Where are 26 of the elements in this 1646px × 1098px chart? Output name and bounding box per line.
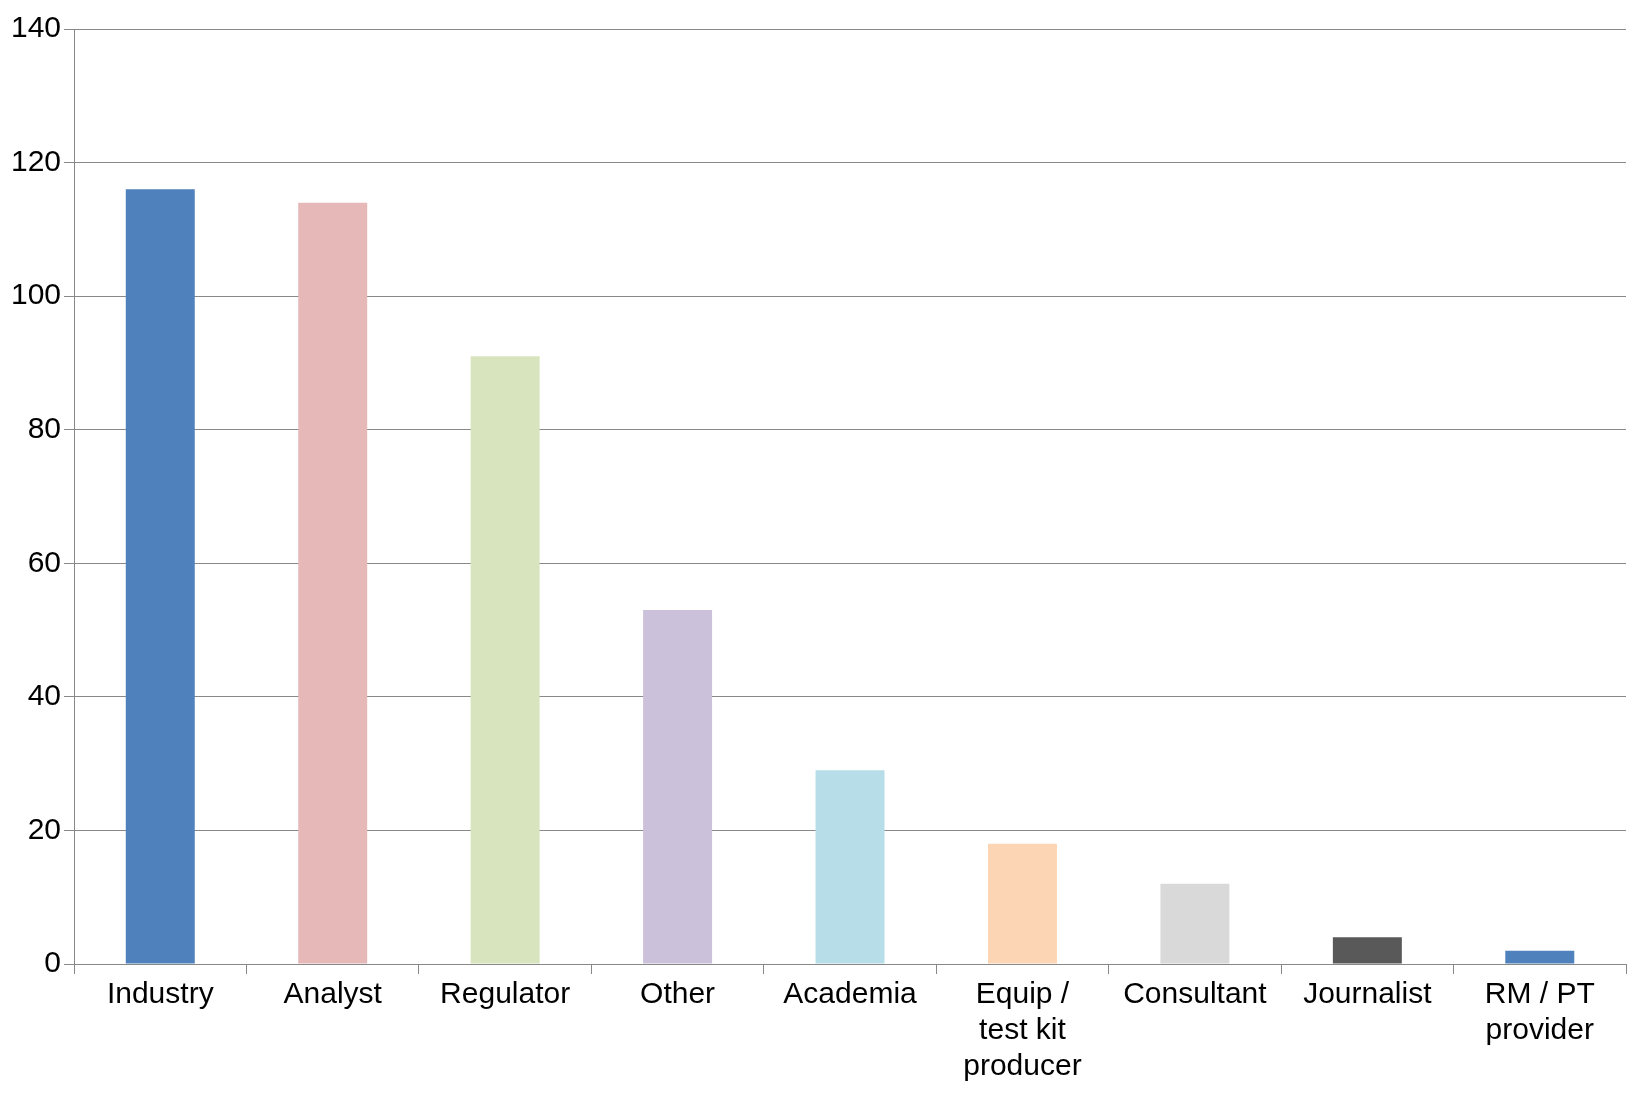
x-tick-label: Academia (783, 976, 918, 1010)
y-tick-label: 120 (10, 143, 62, 177)
x-tick-label: Equip / test kit producer (963, 976, 1082, 1082)
x-tick-label: Industry (106, 976, 214, 1010)
y-tick-label: 20 (27, 811, 62, 845)
y-tick-label: 80 (27, 410, 62, 444)
bar (470, 356, 540, 964)
y-tick-label: 40 (27, 678, 62, 712)
x-tick-label: Consultant (1123, 976, 1268, 1010)
x-tick-label: Regulator (440, 976, 571, 1010)
y-tick-label: 140 (10, 10, 62, 44)
x-tick-label: Journalist (1303, 976, 1433, 1010)
x-tick-label: Analyst (283, 976, 383, 1010)
bar (1332, 937, 1402, 964)
bar (298, 202, 368, 964)
x-tick-label: Other (640, 976, 716, 1010)
bar (815, 770, 885, 964)
y-tick-label: 100 (10, 277, 62, 311)
y-tick-label: 60 (27, 544, 62, 578)
bar (987, 843, 1057, 964)
y-tick-label: 0 (44, 945, 62, 979)
bar (1160, 883, 1230, 964)
bar (1505, 950, 1575, 964)
bar (125, 189, 195, 964)
x-tick-label: RM / PT provider (1484, 976, 1595, 1046)
bar (643, 610, 713, 964)
